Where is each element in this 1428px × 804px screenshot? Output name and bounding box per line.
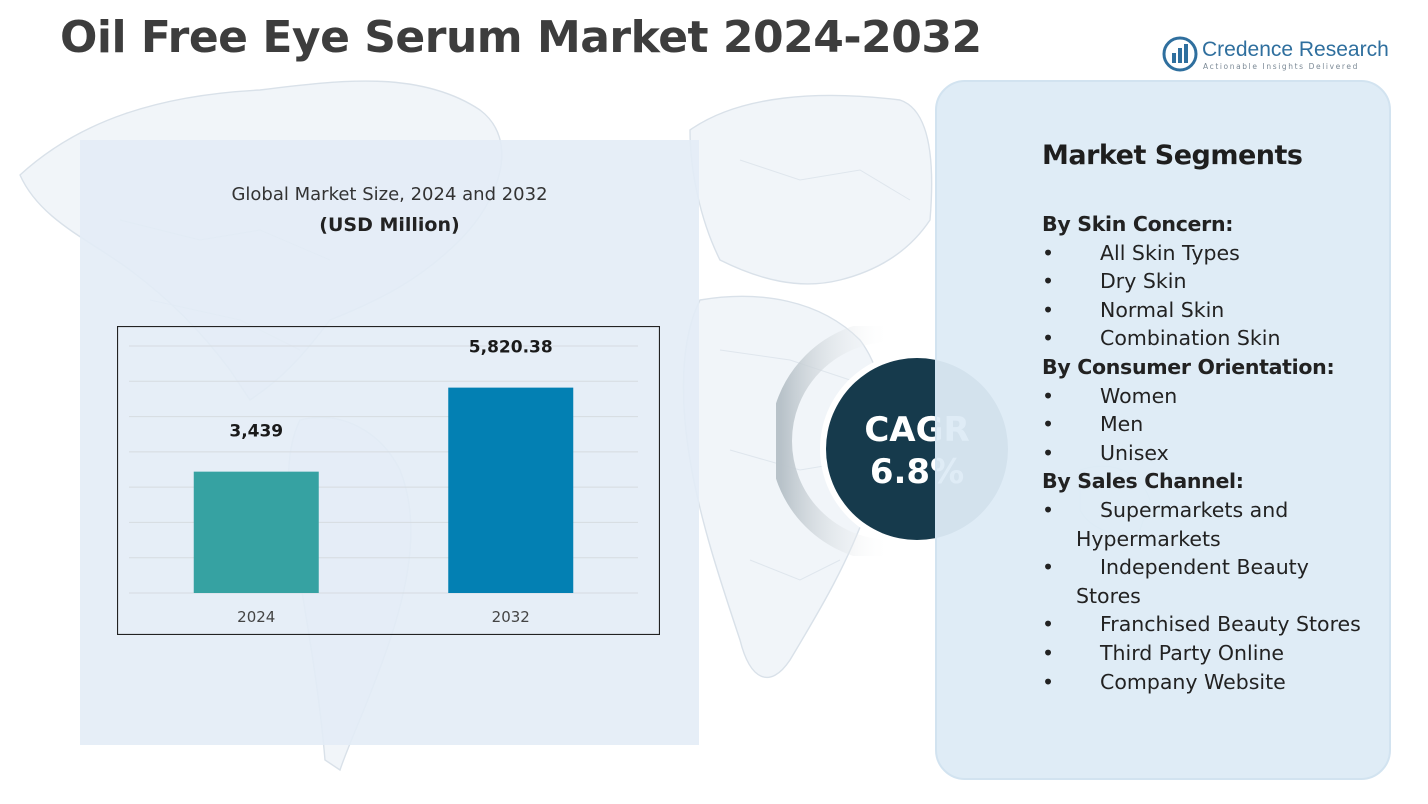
brand-name: Credence Research [1202,38,1389,61]
list-item: • All Skin Types [1042,239,1362,268]
list-item: • Independent Beauty Stores [1042,553,1362,610]
bullet: • [1042,383,1055,408]
list-item-label: Normal Skin [1100,297,1225,322]
list-item-label: All Skin Types [1100,240,1240,265]
value-labels: 3,439 5,820.38 [229,338,552,442]
x-tick-label: 2032 [492,608,530,626]
list-item: • Women [1042,382,1362,411]
bar-2024 [193,471,319,593]
x-tick-label: 2024 [237,608,275,626]
bar-chart-logo-icon [1162,36,1198,72]
list-item-label: Men [1100,412,1144,437]
list-item-label: Combination Skin [1100,326,1281,351]
chart-unit-label: (USD Million) [319,214,460,236]
segment-group-skin-concern: By Skin Concern: • All Skin Types • Dry Sk… [1042,210,1362,353]
page-title: Oil Free Eye Serum Market 2024-2032 [60,12,982,63]
bullet: • [1042,640,1055,665]
list-item: • Combination Skin [1042,324,1362,353]
list-item-label: Independent Beauty Stores [1076,555,1309,608]
bar-chart: 3,439 5,820.38 2024 2032 [117,326,660,635]
list-item: • Supermarkets and Hypermarkets [1042,496,1362,553]
bullet: • [1042,412,1055,437]
segment-group-title: By Skin Concern: [1042,212,1234,236]
bullet: • [1042,326,1055,351]
list-item-label: Company Website [1100,669,1286,694]
list-item-label: Dry Skin [1100,269,1187,294]
list-item: • Franchised Beauty Stores [1042,610,1362,639]
list-item: • Third Party Online [1042,639,1362,668]
segment-group-sales-channel: By Sales Channel: • Supermarkets and Hype… [1042,467,1362,696]
bars [193,387,574,593]
data-label: 5,820.38 [469,338,553,358]
bullet: • [1042,612,1055,637]
bullet: • [1042,555,1055,580]
chart-title: Global Market Size, 2024 and 2032 [231,184,548,205]
tick-labels: 2024 2032 [237,608,530,626]
list-item: • Company Website [1042,668,1362,697]
list-item-label: Third Party Online [1100,640,1285,665]
list-item: • Unisex [1042,439,1362,468]
chart-frame [117,326,660,635]
bullet: • [1042,269,1055,294]
list-item-label: Franchised Beauty Stores [1100,612,1361,637]
list-item: • Men [1042,410,1362,439]
list-item-label: Supermarkets and Hypermarkets [1076,497,1289,551]
cagr-ring [776,326,892,556]
chart-panel [80,140,699,745]
bullet: • [1042,297,1055,322]
segment-group-consumer-orientation: By Consumer Orientation: • Women • Men • Un… [1042,353,1362,467]
list-item-label: Unisex [1100,440,1169,465]
segment-group-title: By Consumer Orientation: [1042,354,1335,379]
segments-title: Market Segments [1042,140,1303,171]
bullet: • [1042,240,1055,265]
list-item-label: Women [1100,383,1178,408]
segments-panel [935,80,1391,780]
list-item: • Normal Skin [1042,296,1362,325]
segment-group-title: By Sales Channel: [1042,469,1244,494]
bullet: • [1042,669,1055,694]
bullet: • [1042,497,1055,522]
data-label: 3,439 [229,422,283,442]
bar-2032 [448,387,574,593]
brand-logo: Credence Research Actionable Insights De… [1162,36,1402,76]
bullet: • [1042,440,1055,465]
segments-list: By Skin Concern: • All Skin Types • Dry Sk… [1042,210,1362,696]
brand-tagline: Actionable Insights Delivered [1203,62,1359,71]
list-item: • Dry Skin [1042,267,1362,296]
